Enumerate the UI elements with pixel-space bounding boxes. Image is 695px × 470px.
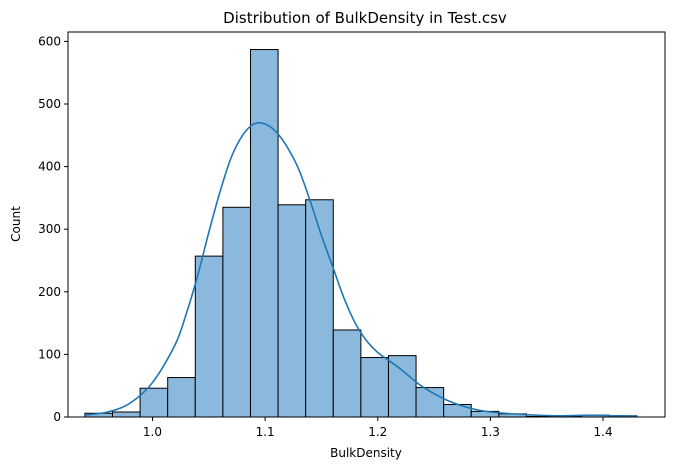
y-axis-label: Count bbox=[9, 206, 23, 242]
x-axis-ticks: 1.0 1.1 1.2 1.3 1.4 bbox=[143, 417, 613, 439]
histogram-bar bbox=[111, 411, 141, 418]
y-tick-label: 100 bbox=[38, 347, 61, 361]
histogram-bar bbox=[194, 255, 224, 418]
x-tick-label: 1.2 bbox=[368, 425, 387, 439]
y-tick-label: 200 bbox=[38, 285, 61, 299]
x-tick-label: 1.3 bbox=[481, 425, 500, 439]
y-tick-label: 600 bbox=[38, 34, 61, 48]
histogram-bar bbox=[443, 403, 472, 418]
histogram-bar bbox=[167, 377, 196, 418]
plot-frame bbox=[67, 31, 666, 418]
kde-curve bbox=[84, 122, 637, 418]
histogram-bar bbox=[332, 329, 362, 418]
y-axis-ticks: 0 100 200 300 400 500 600 bbox=[38, 34, 68, 424]
histogram-bar bbox=[387, 355, 417, 418]
histogram-bar bbox=[249, 49, 279, 418]
histogram-bar bbox=[305, 199, 334, 418]
x-axis-label: BulkDensity bbox=[330, 446, 402, 460]
x-tick-label: 1.1 bbox=[256, 425, 275, 439]
x-tick-label: 1.0 bbox=[143, 425, 162, 439]
y-tick-label: 300 bbox=[38, 222, 61, 236]
y-tick-label: 0 bbox=[53, 410, 61, 424]
histogram-bar bbox=[222, 206, 251, 418]
y-tick-label: 400 bbox=[38, 160, 61, 174]
histogram-bar bbox=[360, 357, 389, 418]
histogram-bars bbox=[84, 49, 638, 418]
x-tick-label: 1.4 bbox=[594, 425, 613, 439]
histogram-bar bbox=[277, 204, 307, 418]
chart-title: Distribution of BulkDensity in Test.csv bbox=[223, 9, 507, 27]
y-tick-label: 500 bbox=[38, 97, 61, 111]
